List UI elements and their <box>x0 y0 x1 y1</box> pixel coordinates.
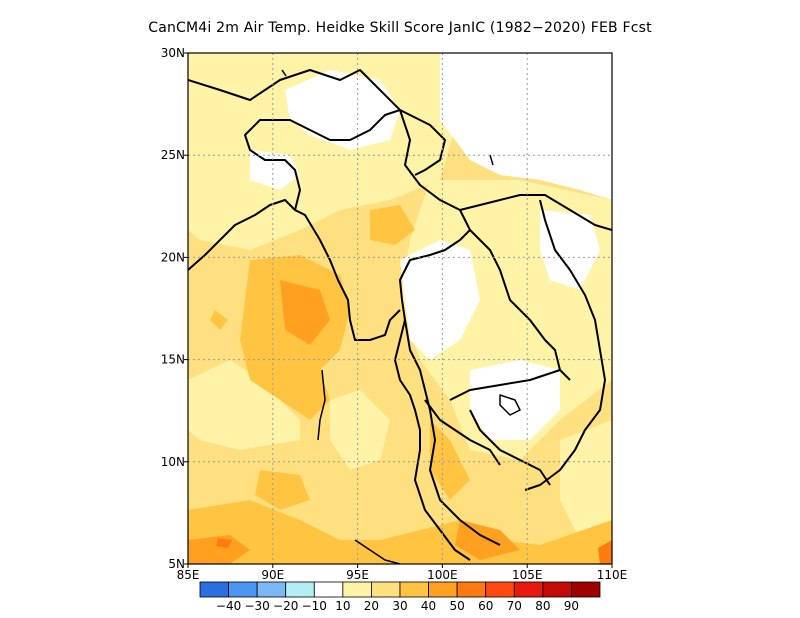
colorbar-label: 90 <box>564 599 579 613</box>
colorbar-swatch <box>228 581 258 598</box>
lon-tick-label: 90E <box>261 568 284 582</box>
colorbar-label: 70 <box>507 599 522 613</box>
colorbar: −40 −30 −20 −10 10 20 30 40 50 60 70 80 90 <box>199 581 601 613</box>
colorbar-swatch <box>428 581 458 598</box>
colorbar-label: 30 <box>392 599 407 613</box>
colorbar-swatch <box>513 581 544 598</box>
colorbar-swatch <box>342 581 372 598</box>
map-title: CanCM4i 2m Air Temp. Heidke Skill Score … <box>148 20 652 36</box>
lat-tick-label: 15N <box>161 353 185 367</box>
colorbar-label: −20 <box>273 599 298 613</box>
lon-tick-label: 105E <box>512 568 543 582</box>
colorbar-swatch <box>313 581 344 598</box>
colorbar-label: 20 <box>364 599 379 613</box>
colorbar-swatch <box>542 581 572 598</box>
colorbar-label: 40 <box>421 599 436 613</box>
lat-tick-label: 10N <box>161 455 185 469</box>
colorbar-swatch <box>399 581 429 598</box>
coastlines-borders <box>188 69 612 564</box>
lon-tick-label: 110E <box>597 568 628 582</box>
lon-tick-label: 100E <box>427 568 458 582</box>
lat-tick-label: 25N <box>161 148 185 162</box>
colorbar-swatch <box>571 581 601 598</box>
colorbar-swatch <box>485 581 515 598</box>
lat-tick-label: 30N <box>161 46 185 60</box>
plot-frame <box>187 52 613 565</box>
colorbar-swatch <box>371 581 401 598</box>
colorbar-label: 50 <box>450 599 465 613</box>
colorbar-swatch <box>456 581 487 598</box>
lat-tick-label: 5N <box>168 557 185 571</box>
colorbar-label: −30 <box>244 599 269 613</box>
latitude-axis: 5N 10N 15N 20N 25N 30N <box>161 46 188 571</box>
grid-lines <box>188 53 612 564</box>
colorbar-label: 80 <box>535 599 550 613</box>
colorbar-swatch <box>285 581 315 598</box>
colorbar-label: 60 <box>478 599 493 613</box>
lon-tick-label: 85E <box>177 568 200 582</box>
colorbar-label: 10 <box>335 599 350 613</box>
longitude-axis: 85E 90E 95E 100E 105E 110E <box>177 564 628 582</box>
colorbar-swatch <box>256 581 287 598</box>
lon-tick-label: 95E <box>346 568 369 582</box>
colorbar-label: −10 <box>302 599 327 613</box>
colorbar-label: −40 <box>216 599 241 613</box>
lat-tick-label: 20N <box>161 250 185 264</box>
colorbar-swatch <box>199 581 229 598</box>
